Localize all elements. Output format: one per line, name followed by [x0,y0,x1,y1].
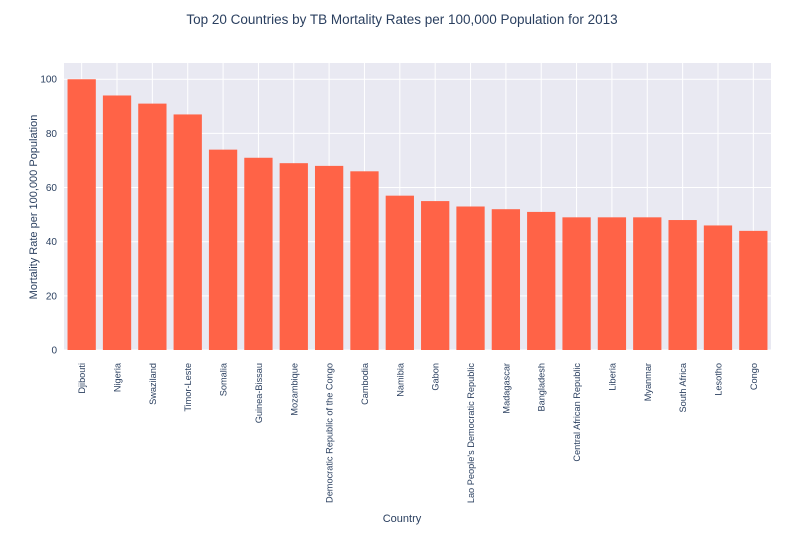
bar-4 [208,149,238,350]
y-tick-label: 20 [46,291,58,302]
bars [67,79,768,351]
bar-0 [67,79,96,350]
x-tick-label: Namibia [395,362,405,397]
x-tick-label: Madagascar [501,363,511,414]
bar-3 [173,114,202,351]
y-axis-ticks: 0 20 40 60 80 100 [40,75,57,357]
chart-title: Top 20 Countries by TB Mortality Rates p… [186,12,617,27]
bar-7 [314,165,344,350]
y-tick-label: 0 [51,346,57,357]
x-tick-label: Central African Republic [572,363,582,462]
x-tick-label: Gabon [431,363,441,391]
x-tick-label: Djibouti [77,363,87,394]
x-tick-label: Mozambique [289,363,299,416]
bar-9 [385,195,414,350]
x-tick-label: Swaziland [148,363,158,405]
x-tick-label: Guinea-Bissau [254,363,264,423]
x-tick-label: Timor-Leste [183,363,193,412]
y-tick-label: 100 [40,75,57,86]
bar-12 [491,209,521,350]
x-axis-title: Country [383,513,422,525]
x-tick-label: Cambodia [360,362,370,405]
x-tick-label: South Africa [678,362,688,412]
bar-13 [527,211,556,350]
bar-18 [703,225,733,350]
y-tick-label: 40 [46,237,58,248]
x-tick-label: Bangladesh [537,363,547,412]
x-tick-label: Lesotho [713,363,723,396]
x-tick-label: Congo [749,363,759,390]
bar-1 [102,95,132,350]
x-tick-label: Liberia [607,362,617,390]
bar-6 [279,163,308,350]
x-tick-label: Democratic Republic of the Congo [325,363,335,503]
bar-17 [668,220,697,350]
bar-14 [562,217,591,350]
bar-2 [138,103,167,350]
bar-19 [739,230,768,350]
x-axis-ticks: Djibouti Nigeria Swaziland Timor-Leste Somal… [77,362,759,503]
bar-11 [456,206,485,350]
x-tick-label: Myanmar [643,363,653,401]
x-tick-label: Nigeria [113,362,123,392]
x-tick-label: Somalia [219,362,229,396]
bar-8 [350,171,379,350]
y-tick-label: 80 [46,129,58,140]
bar-10 [421,201,450,350]
y-tick-label: 60 [46,183,58,194]
plot-area [64,63,771,350]
bar-5 [244,157,273,350]
bar-15 [597,217,627,350]
x-tick-label: Lao People's Democratic Republic [466,363,476,504]
y-axis-title: Mortality Rate per 100,000 Population [28,115,40,300]
bar-16 [633,217,662,350]
